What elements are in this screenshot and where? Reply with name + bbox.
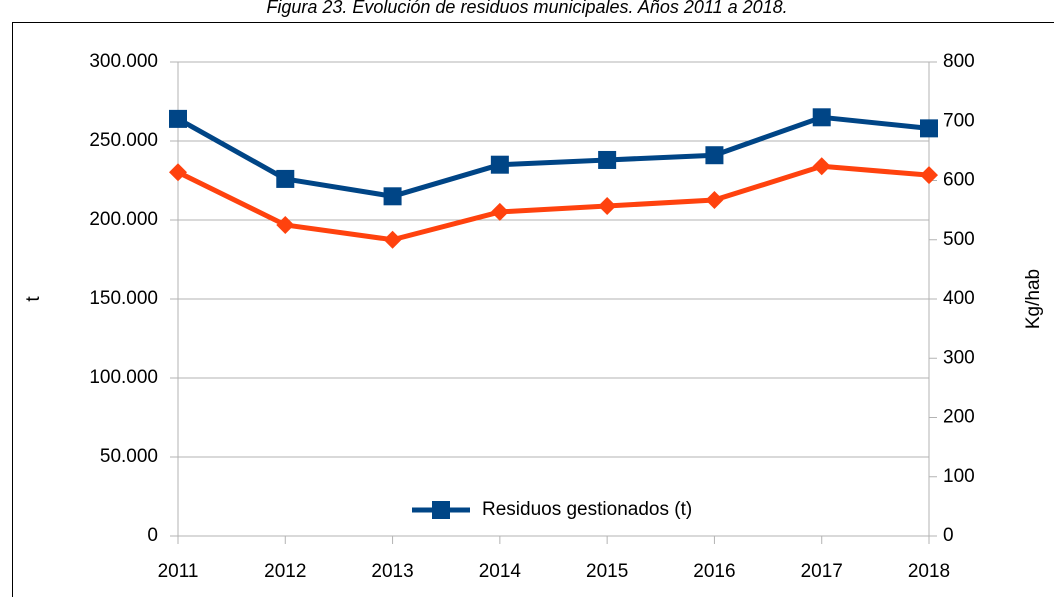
y-tick-label: 100.000 bbox=[89, 367, 158, 388]
point bbox=[598, 150, 617, 169]
y2-tick-label: 400 bbox=[943, 288, 975, 309]
point bbox=[383, 187, 402, 206]
y2-tick-label: 300 bbox=[943, 347, 975, 368]
y-tick-label: 200.000 bbox=[89, 209, 158, 230]
x-tick-label: 2016 bbox=[693, 561, 735, 582]
point bbox=[169, 163, 187, 182]
point bbox=[920, 166, 938, 185]
chart-title: Figura 23. Evolución de residuos municip… bbox=[266, 0, 787, 17]
y2-tick-label: 700 bbox=[943, 110, 975, 131]
y2-tick-label: 100 bbox=[943, 466, 975, 487]
point bbox=[598, 196, 617, 215]
series-line bbox=[176, 163, 930, 243]
y2-tick-label: 0 bbox=[943, 525, 954, 546]
point bbox=[276, 215, 295, 234]
series-line bbox=[176, 114, 930, 199]
y2-tick-label: 200 bbox=[943, 407, 975, 428]
point bbox=[812, 108, 831, 127]
legend-label: Residuos gestionados (t) bbox=[482, 499, 692, 520]
y-tick-label: 50.000 bbox=[100, 446, 158, 467]
x-tick-label: 2017 bbox=[801, 561, 843, 582]
x-tick-label: 2013 bbox=[371, 561, 413, 582]
point bbox=[920, 119, 938, 138]
point bbox=[169, 109, 187, 128]
y2-axis-label: Kg/hab bbox=[1023, 269, 1044, 329]
x-tick-label: 2011 bbox=[158, 561, 199, 582]
y2-tick-label: 800 bbox=[943, 51, 975, 72]
point bbox=[705, 191, 724, 210]
point bbox=[812, 157, 831, 176]
x-tick-label: 2015 bbox=[586, 561, 628, 582]
point bbox=[705, 146, 724, 165]
chart-border bbox=[12, 22, 1054, 597]
point bbox=[490, 155, 509, 174]
y-axis-label: t bbox=[23, 296, 44, 302]
legend-marker bbox=[432, 501, 450, 519]
y2-tick-label: 600 bbox=[943, 170, 975, 191]
point bbox=[383, 230, 402, 249]
y-tick-label: 250.000 bbox=[89, 130, 158, 151]
point bbox=[276, 169, 295, 188]
y2-tick-label: 500 bbox=[943, 229, 975, 250]
point bbox=[490, 202, 509, 221]
y-tick-label: 0 bbox=[147, 525, 158, 546]
y-tick-label: 150.000 bbox=[89, 288, 158, 309]
x-tick-label: 2012 bbox=[264, 561, 306, 582]
x-tick-label: 2018 bbox=[908, 561, 950, 582]
x-tick-label: 2014 bbox=[479, 561, 522, 582]
y-tick-label: 300.000 bbox=[89, 51, 158, 72]
